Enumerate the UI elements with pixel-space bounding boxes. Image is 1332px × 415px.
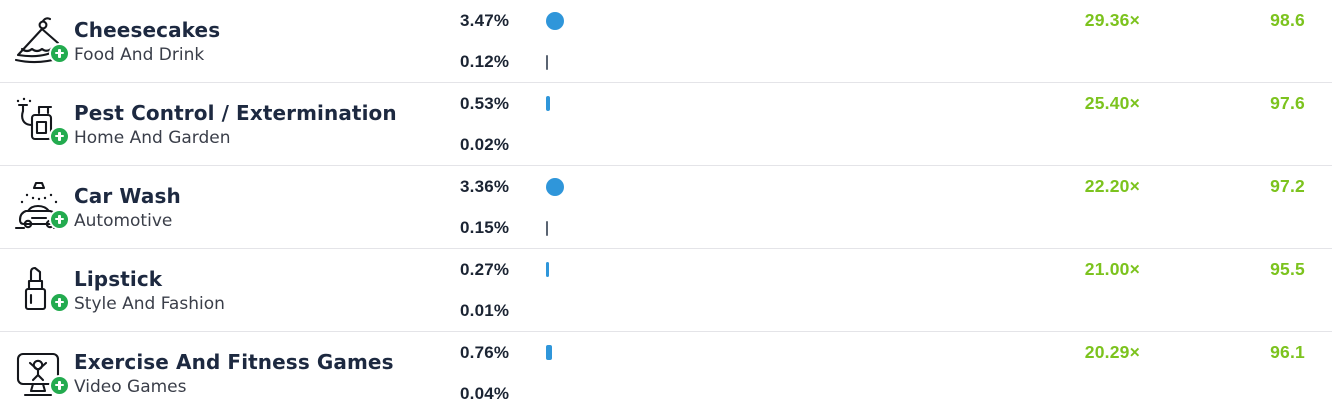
score-value: 97.2 (1270, 176, 1305, 197)
percent-cell: 0.27% 0.01% (460, 249, 546, 332)
row-title: Pest Control / Extermination (74, 100, 397, 125)
multiplier-value: 20.29× (1084, 342, 1140, 363)
percent-secondary: 0.01% (460, 301, 510, 321)
mini-bar-cell (546, 83, 940, 166)
cheesecake-icon (12, 14, 70, 70)
category-row[interactable]: Cheesecakes Food And Drink 3.47% 0.12% 2… (0, 0, 1332, 83)
score-value: 97.6 (1270, 93, 1305, 114)
score-value: 98.6 (1270, 10, 1305, 31)
mini-bar-cell (546, 166, 940, 249)
car-wash-icon (12, 180, 70, 236)
percent-secondary: 0.02% (460, 135, 510, 155)
score-value: 95.5 (1270, 259, 1305, 280)
percent-primary-bar (546, 262, 549, 278)
lipstick-icon (12, 263, 70, 319)
icon-cell (0, 166, 74, 249)
row-title: Car Wash (74, 183, 181, 208)
add-plus-icon[interactable] (49, 291, 70, 313)
name-cell: Pest Control / Extermination Home And Ga… (74, 83, 460, 166)
multiplier-value: 22.20× (1084, 176, 1140, 197)
add-plus-icon[interactable] (49, 374, 70, 396)
category-row[interactable]: Exercise And Fitness Games Video Games 0… (0, 332, 1332, 415)
percent-primary: 0.27% (460, 259, 510, 279)
score-cell: 98.6 (1140, 0, 1305, 83)
percent-secondary-bar (546, 220, 548, 236)
add-plus-icon[interactable] (49, 208, 70, 230)
percent-primary-bar (546, 96, 550, 112)
percent-cell: 3.47% 0.12% (460, 0, 546, 83)
percent-secondary: 0.15% (460, 218, 510, 238)
percent-primary: 0.53% (460, 93, 510, 113)
pest-control-icon (12, 97, 70, 153)
name-cell: Car Wash Automotive (74, 166, 460, 249)
percent-secondary: 0.04% (460, 384, 510, 404)
add-plus-icon[interactable] (49, 125, 70, 147)
multiplier-cell: 22.20× (940, 166, 1140, 249)
percent-primary-bar (546, 345, 552, 361)
score-cell: 97.2 (1140, 166, 1305, 249)
row-title: Cheesecakes (74, 17, 221, 42)
row-category: Style And Fashion (74, 293, 225, 314)
percent-primary: 3.47% (460, 10, 510, 30)
name-cell: Cheesecakes Food And Drink (74, 0, 460, 83)
score-cell: 96.1 (1140, 332, 1305, 415)
row-category: Video Games (74, 376, 187, 397)
score-cell: 95.5 (1140, 249, 1305, 332)
row-category: Automotive (74, 210, 173, 231)
percent-primary-bar (546, 11, 564, 30)
row-title: Exercise And Fitness Games (74, 349, 394, 374)
multiplier-cell: 20.29× (940, 332, 1140, 415)
percent-primary-bar (546, 177, 564, 196)
icon-cell (0, 83, 74, 166)
add-plus-icon[interactable] (49, 42, 70, 64)
mini-bar-cell (546, 0, 940, 83)
category-row[interactable]: Car Wash Automotive 3.36% 0.15% 22.20× 9… (0, 166, 1332, 249)
percent-cell: 0.76% 0.04% (460, 332, 546, 415)
name-cell: Exercise And Fitness Games Video Games (74, 332, 460, 415)
row-category: Food And Drink (74, 44, 205, 65)
percent-primary: 3.36% (460, 176, 510, 196)
multiplier-cell: 29.36× (940, 0, 1140, 83)
percent-cell: 3.36% 0.15% (460, 166, 546, 249)
mini-bar-cell (546, 249, 940, 332)
multiplier-value: 21.00× (1084, 259, 1140, 280)
score-value: 96.1 (1270, 342, 1305, 363)
percent-primary: 0.76% (460, 342, 510, 362)
percent-secondary: 0.12% (460, 52, 510, 72)
icon-cell (0, 249, 74, 332)
icon-cell (0, 332, 74, 415)
category-row[interactable]: Lipstick Style And Fashion 0.27% 0.01% 2… (0, 249, 1332, 332)
multiplier-value: 25.40× (1084, 93, 1140, 114)
percent-secondary-bar (546, 54, 548, 70)
row-category: Home And Garden (74, 127, 231, 148)
row-title: Lipstick (74, 266, 163, 291)
multiplier-cell: 25.40× (940, 83, 1140, 166)
category-row[interactable]: Pest Control / Extermination Home And Ga… (0, 83, 1332, 166)
fitness-game-icon (12, 346, 70, 402)
name-cell: Lipstick Style And Fashion (74, 249, 460, 332)
mini-bar-cell (546, 332, 940, 415)
multiplier-value: 29.36× (1084, 10, 1140, 31)
percent-cell: 0.53% 0.02% (460, 83, 546, 166)
multiplier-cell: 21.00× (940, 249, 1140, 332)
score-cell: 97.6 (1140, 83, 1305, 166)
icon-cell (0, 0, 74, 83)
